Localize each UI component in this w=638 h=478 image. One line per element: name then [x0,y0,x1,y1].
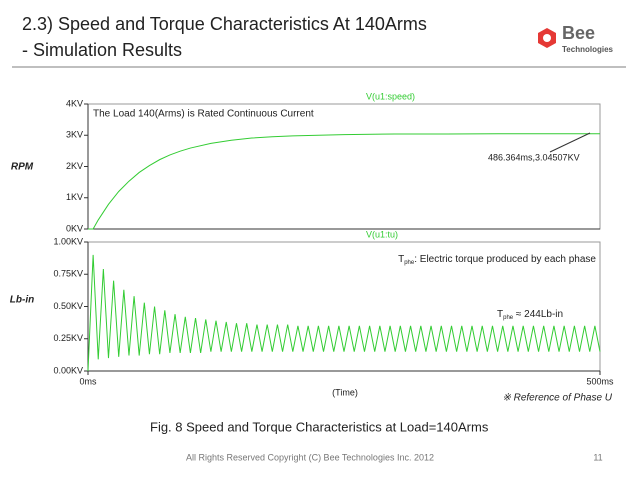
slide-title: 2.3) Speed and Torque Characteristics At… [22,14,427,34]
plot-frame [87,103,601,230]
x-tick-label: 500ms [586,376,614,386]
y-tick-label: 4KV [66,98,83,108]
series-line [88,133,600,230]
annotation-text: ≈ 244Lb-in [513,309,563,320]
cursor-label: 486.364ms,3.04507KV [488,152,580,162]
annotation-bg [90,107,330,121]
y-tick-label: 0.25KV [53,333,83,343]
x-axis-label: (Time) [332,387,358,397]
y-tick-label: 1KV [66,192,83,202]
x-tick-label: 0ms [79,376,97,386]
annotation-bg [494,305,578,322]
annotation: Tphe: Electric torque produced by each p… [398,254,596,266]
slide-subtitle: - Simulation Results [22,40,182,60]
annotation-symbol: T [398,254,404,265]
legend-entry: V(u1:speed) [366,91,415,101]
annotation-subscript: phe [404,260,415,266]
logo-sub: Technologies [562,45,614,54]
y-tick-label: 0.00KV [53,365,83,375]
annotation-subscript: phe [503,315,514,321]
y-axis-label: RPM [11,162,34,173]
annotation: The Load 140(Arms) is Rated Continuous C… [93,109,314,120]
cursor-arrow [549,132,591,153]
reference-note: ※ Reference of Phase U [502,393,612,404]
logo-dot [543,34,551,42]
caption: Fig. 8 Speed and Torque Characteristics … [150,419,489,434]
legend-entry: V(u1:tu) [366,229,398,239]
annotation-text: : Electric torque produced by each phase [414,254,596,265]
y-tick-label: 3KV [66,130,83,140]
page-number: 11 [593,452,602,462]
annotation-symbol: T [497,309,503,320]
y-tick-label: 0KV [66,223,83,233]
y-tick-label: 0.75KV [53,269,83,279]
series-line [87,254,601,372]
y-tick-label: 2KV [66,161,83,171]
logo-name: Bee [562,23,595,43]
annotation: Tphe ≈ 244Lb-in [497,309,563,321]
footer: All Rights Reserved Copyright (C) Bee Te… [186,452,434,462]
y-tick-label: 1.00KV [53,236,83,246]
logo: Bee Technologies [538,23,614,54]
y-axis-label: Lb-in [10,295,34,306]
y-tick-label: 0.50KV [53,301,83,311]
